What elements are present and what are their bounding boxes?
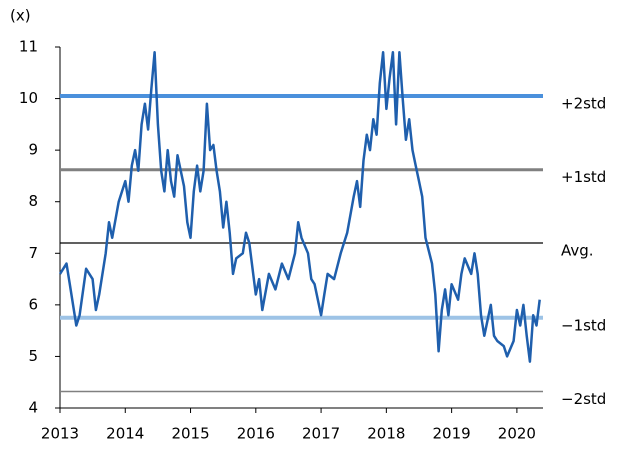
x-tick-label: 2018 bbox=[367, 425, 405, 443]
x-tick-label: 2016 bbox=[237, 425, 275, 443]
reference-label: Avg. bbox=[561, 241, 594, 259]
x-tick-label: 2015 bbox=[171, 425, 209, 443]
y-tick-label: 6 bbox=[28, 295, 38, 313]
reference-label: −1std bbox=[561, 316, 606, 334]
x-tick-label: 2014 bbox=[106, 425, 144, 443]
y-tick-label: 9 bbox=[28, 141, 38, 159]
y-tick-label: 7 bbox=[28, 244, 38, 262]
y-tick-label: 4 bbox=[28, 399, 38, 417]
y-tick-label: 5 bbox=[28, 347, 38, 365]
reference-label: +2std bbox=[561, 94, 606, 112]
x-tick-label: 2019 bbox=[433, 425, 471, 443]
y-tick-label: 11 bbox=[19, 38, 38, 56]
data-line bbox=[58, 50, 541, 363]
reference-label: +1std bbox=[561, 168, 606, 186]
x-tick-label: 2013 bbox=[41, 425, 79, 443]
x-tick-label: 2017 bbox=[302, 425, 340, 443]
reference-label: −2std bbox=[561, 390, 606, 408]
y-tick-label: 8 bbox=[28, 192, 38, 210]
x-tick-label: 2020 bbox=[498, 425, 536, 443]
y-tick-label: 10 bbox=[19, 89, 38, 107]
y-unit-label: (x) bbox=[10, 7, 31, 25]
